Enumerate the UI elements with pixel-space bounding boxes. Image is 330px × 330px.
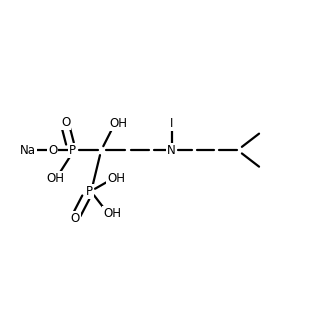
Text: N: N	[167, 144, 176, 157]
Text: OH: OH	[47, 172, 64, 185]
Text: O: O	[48, 144, 57, 157]
Text: I: I	[170, 117, 173, 130]
Text: I: I	[170, 117, 173, 130]
Text: O: O	[71, 212, 80, 225]
Text: O: O	[61, 115, 70, 129]
Text: Na: Na	[20, 144, 36, 157]
Text: OH: OH	[110, 117, 128, 130]
Text: P: P	[85, 185, 93, 198]
Text: OH: OH	[103, 207, 121, 220]
Text: O: O	[61, 115, 70, 129]
Text: Na: Na	[20, 144, 36, 157]
Text: P: P	[85, 185, 93, 198]
Text: P: P	[69, 144, 76, 157]
Text: OH: OH	[110, 117, 128, 130]
Text: P: P	[69, 144, 76, 157]
Text: OH: OH	[103, 207, 121, 220]
Text: N: N	[167, 144, 176, 157]
Text: OH: OH	[107, 172, 125, 185]
Text: O: O	[48, 144, 57, 157]
Text: OH: OH	[47, 172, 64, 185]
Text: O: O	[71, 212, 80, 225]
Text: OH: OH	[107, 172, 125, 185]
